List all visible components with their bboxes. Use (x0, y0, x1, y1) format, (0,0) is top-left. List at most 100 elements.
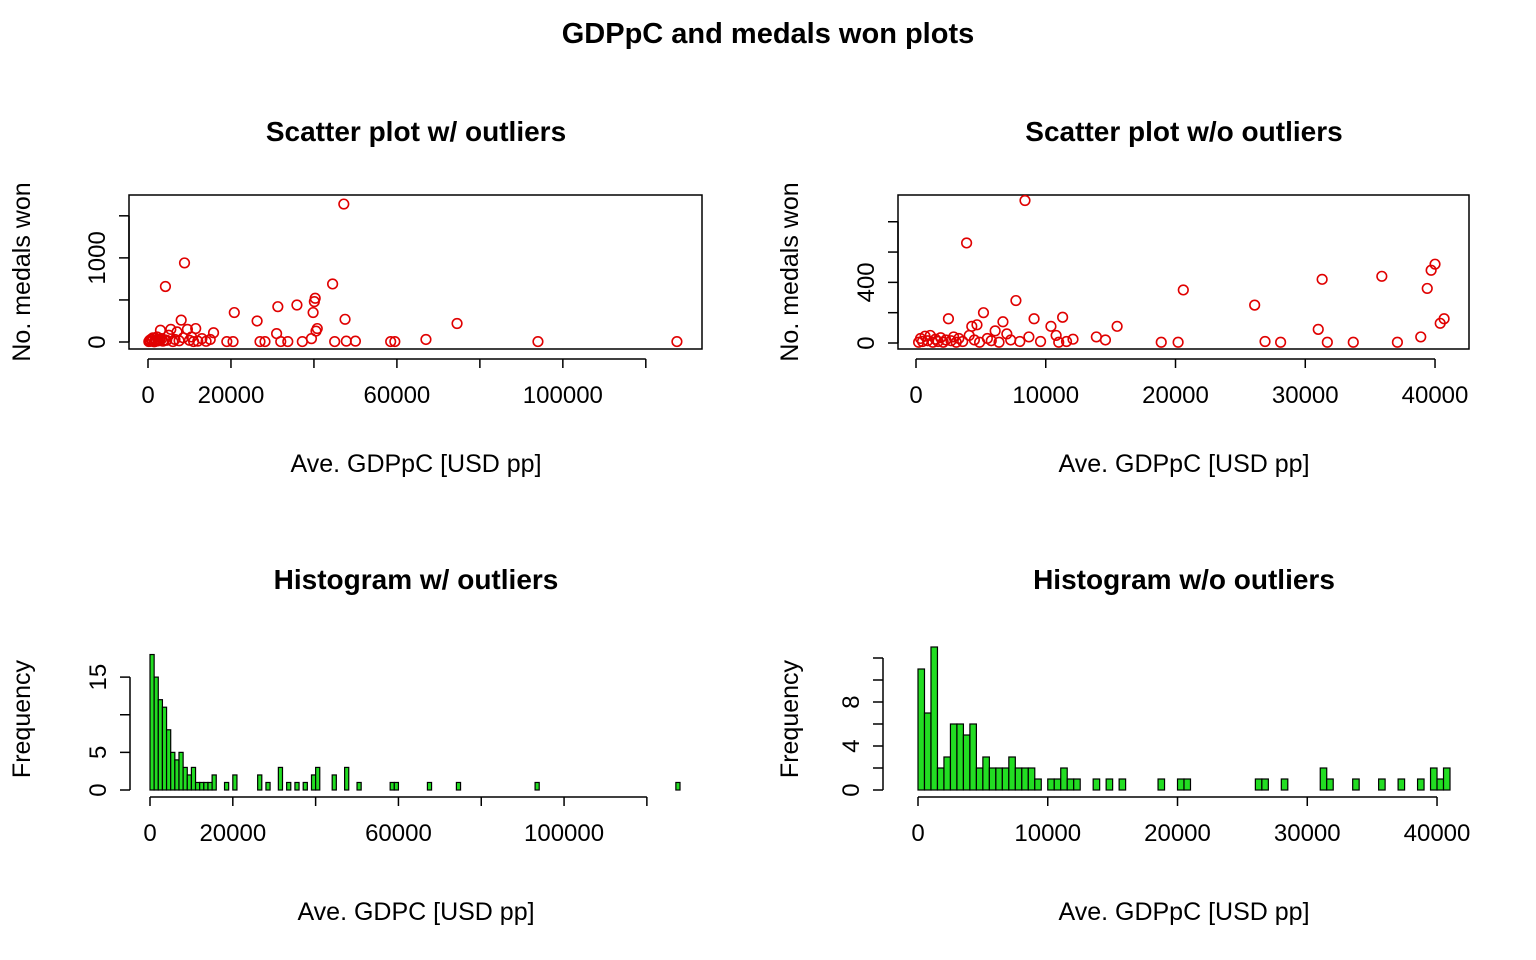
chart-1-point (307, 306, 319, 319)
chart-3-bar (265, 781, 271, 791)
chart-1-point (327, 278, 339, 290)
chart-1-point (167, 335, 179, 348)
chart-1-point (338, 198, 350, 210)
chart-4-bar (1021, 767, 1029, 791)
chart-1-y-label: No. medals won (8, 182, 36, 361)
chart-1-x-tick-label: 60000 (364, 382, 431, 409)
chart-2-point (1023, 331, 1035, 343)
chart-2-point (1067, 333, 1079, 345)
chart-4-bar (936, 767, 945, 791)
chart-2-point (1014, 335, 1026, 348)
chart-2-point (977, 307, 990, 319)
chart-2-point (1275, 336, 1287, 348)
chart-1-point (339, 313, 351, 325)
chart-4-bar (982, 756, 990, 791)
chart-3-bar (315, 766, 321, 791)
chart-4-bar (923, 712, 932, 791)
chart-3-bar (286, 781, 292, 791)
chart-1-point (420, 333, 432, 346)
chart-4-bar (1014, 767, 1023, 791)
chart-4-bar (1053, 778, 1062, 791)
chart-1-x-tick-label: 0 (141, 382, 154, 409)
chart-4-bar (1254, 778, 1263, 791)
chart-2-point (916, 335, 929, 348)
chart-3-bar (178, 751, 184, 791)
chart-3-bar (153, 676, 159, 791)
chart-4-x-tick-label: 40000 (1404, 820, 1471, 847)
chart-2-point (997, 316, 1009, 328)
chart-2-y-tick-label: 400 (853, 262, 880, 302)
chart-4-bar (930, 646, 939, 791)
chart-4-bar (1047, 778, 1055, 791)
chart-2-point (1177, 284, 1189, 296)
chart-4-bar (1034, 778, 1042, 791)
chart-1-point (532, 335, 544, 348)
chart-4-bar (1105, 778, 1114, 791)
chart-4-bar (1397, 778, 1406, 791)
chart-2-x-tick-label: 30000 (1272, 382, 1339, 409)
chart-2-point (948, 331, 960, 343)
chart-2-x-tick-label: 20000 (1142, 382, 1209, 409)
chart-3-x-tick-label: 0 (143, 820, 156, 847)
chart-2-point (1438, 313, 1450, 325)
chart-2-point (1321, 336, 1333, 348)
chart-4-bar (988, 767, 997, 791)
chart-1-point (275, 335, 287, 348)
chart-2-point (971, 319, 983, 331)
chart-3-bar (223, 781, 230, 791)
chart-2-point (961, 237, 973, 249)
chart-1-point (259, 335, 271, 348)
chart-2-point (1034, 335, 1047, 348)
chart-4-bar (1157, 778, 1166, 791)
chart-1-point (154, 324, 167, 336)
chart-3-y-tick-label: 0 (85, 783, 112, 796)
chart-2-point (1050, 329, 1062, 342)
chart-4-bar (1378, 778, 1386, 791)
chart-1-x-tick-label: 20000 (198, 382, 265, 409)
chart-3-bar (161, 706, 168, 791)
chart-1-point (254, 335, 266, 348)
chart-3-bar (277, 766, 284, 791)
chart-2-x-label: Ave. GDPpC [USD pp] (1058, 450, 1309, 478)
chart-3-bar (675, 781, 681, 791)
chart-4-bar (1118, 778, 1127, 791)
chart-4-bar (1027, 767, 1036, 791)
chart-3-x-label: Ave. GDPC [USD pp] (297, 898, 534, 926)
chart-3-y-tick-label: 15 (85, 664, 112, 691)
chart-4-bar (1326, 778, 1334, 791)
chart-3-bar (534, 781, 540, 791)
chart-4-bar (975, 767, 984, 791)
chart-2-point (1028, 313, 1040, 325)
chart-2-point (1312, 323, 1324, 335)
chart-2-x-tick-label: 40000 (1402, 382, 1469, 409)
chart-1-point (228, 306, 240, 319)
chart-2-point (1429, 258, 1441, 270)
chart-1-point (671, 335, 683, 348)
chart-4-bar (917, 668, 926, 791)
chart-4-bar (1280, 778, 1289, 791)
chart-3-x-tick-label: 60000 (365, 820, 432, 847)
chart-2-point (1249, 299, 1261, 311)
chart-1-point (309, 292, 321, 304)
chart-3-bar (157, 699, 164, 791)
chart-1-point (227, 335, 239, 348)
chart-4-y-tick-label: 0 (838, 783, 865, 796)
chart-3-bar (356, 781, 362, 791)
chart-3-bar (207, 781, 213, 791)
chart-4-y-label: Frequency (776, 659, 804, 778)
chart-4-bar (1060, 767, 1068, 791)
chart-1-point (311, 322, 323, 335)
chart-4-title: Histogram w/o outliers (1033, 564, 1335, 595)
chart-1-point (349, 335, 362, 347)
chart-3-bar (426, 781, 433, 791)
chart-3-x-tick-label: 100000 (524, 820, 604, 847)
chart-1-point (340, 335, 352, 347)
chart-4-bar (1352, 778, 1360, 791)
chart-4-bar (1008, 756, 1016, 791)
chart-2-point (1053, 336, 1065, 348)
chart-2-point (1090, 331, 1102, 343)
chart-1-point (296, 335, 308, 348)
chart-1-point (272, 301, 284, 313)
chart-3-bar (302, 781, 308, 791)
chart-2-point (1391, 336, 1403, 348)
